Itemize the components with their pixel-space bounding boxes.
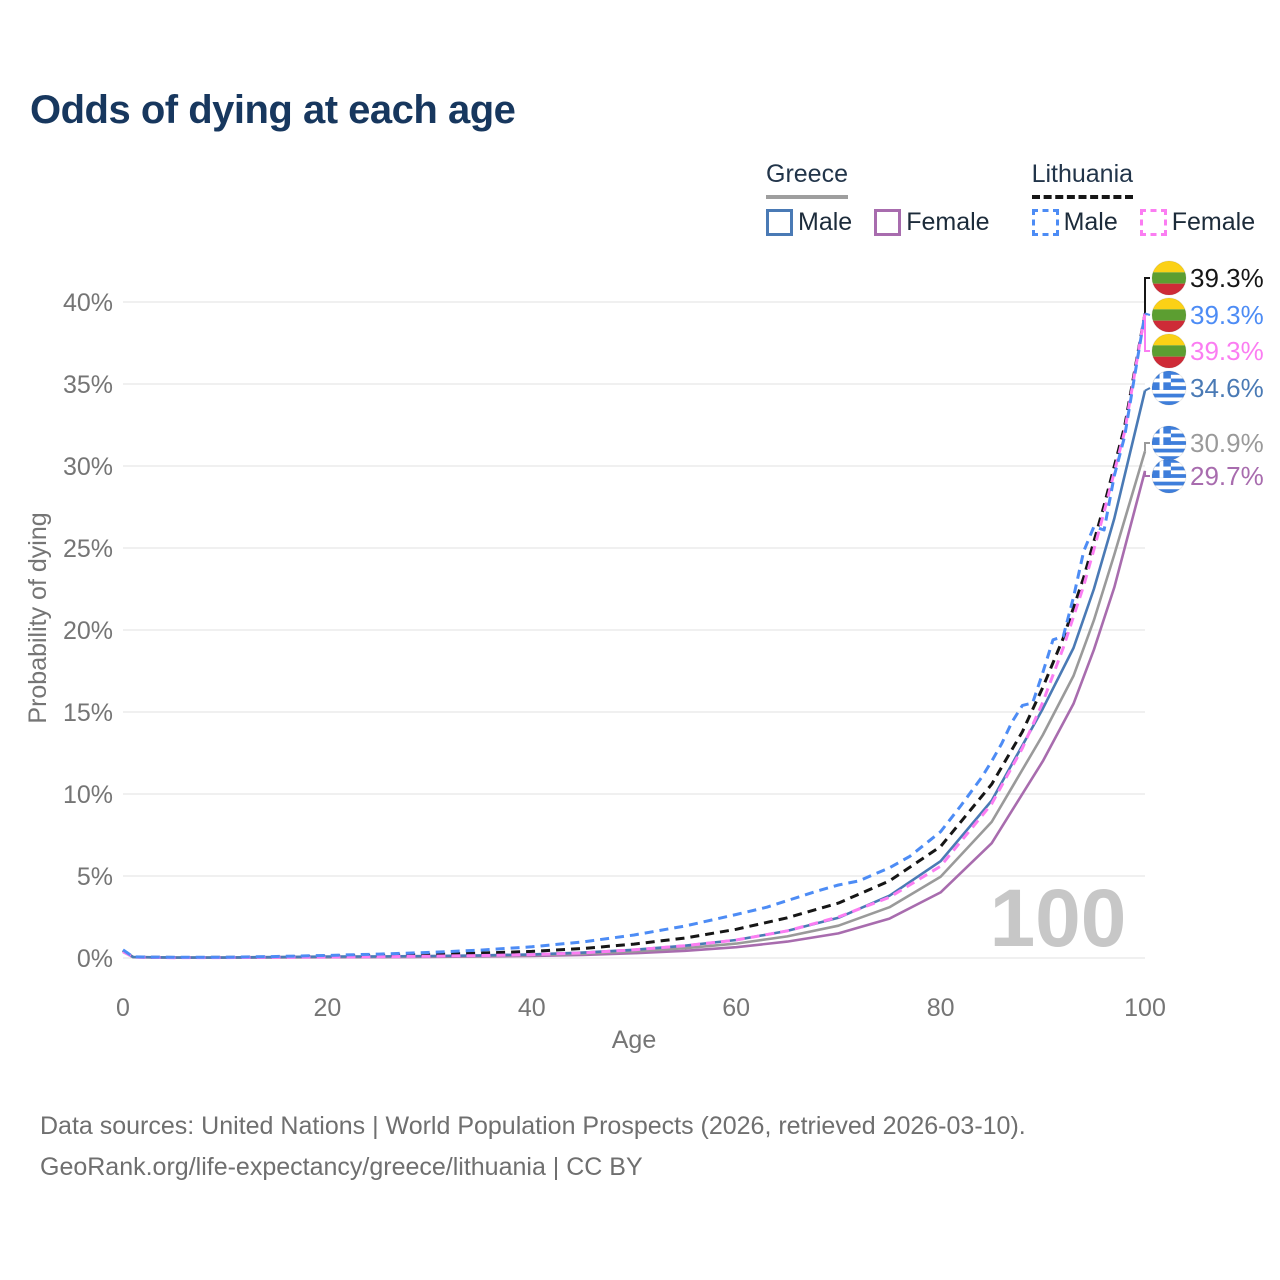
greece-female-end-value: 29.7% bbox=[1190, 461, 1264, 491]
end-label-layer: 29.7%30.9% 34.6% 39.3% 39.3% 39.3% bbox=[1144, 260, 1264, 494]
lithuania-total-label-connector bbox=[1144, 277, 1150, 314]
lithuania-female-label-connector bbox=[1144, 313, 1150, 352]
y-tick-label: 5% bbox=[77, 863, 113, 891]
greece-male-label-connector bbox=[1144, 387, 1151, 392]
y-tick-label: 40% bbox=[63, 289, 113, 317]
greece-flag-icon bbox=[1151, 425, 1187, 461]
greece-total-label-connector bbox=[1144, 442, 1150, 452]
legend-group-lithuania: Lithuania Male Female bbox=[1031, 160, 1256, 237]
axis-layer: Age Probability of dying bbox=[24, 512, 656, 1054]
greece-female-label-connector bbox=[1144, 470, 1150, 477]
legend-group-greece: Greece Male Female bbox=[766, 160, 990, 237]
x-axis-title: Age bbox=[612, 1026, 656, 1054]
lithuania-flag-icon bbox=[1151, 297, 1187, 333]
legend-country-lithuania: Lithuania bbox=[1031, 160, 1134, 199]
chart-title: Odds of dying at each age bbox=[30, 88, 516, 132]
x-tick-label: 20 bbox=[313, 994, 341, 1022]
lithuania-flag-icon bbox=[1151, 260, 1187, 296]
greece-male-line bbox=[122, 390, 1147, 959]
lithuania-male-end-value: 39.3% bbox=[1190, 300, 1264, 330]
greece-total-end-value: 30.9% bbox=[1190, 428, 1264, 458]
legend-label: Male bbox=[798, 208, 853, 236]
grid-layer: 0% 5% 10% 15% 20% 25% 30% 35% 40% 0 20 40 60 80 100 bbox=[63, 289, 1166, 1022]
greece-female-swatch-icon bbox=[874, 209, 902, 236]
y-tick-label: 35% bbox=[63, 371, 113, 399]
greece-flag-icon bbox=[1151, 458, 1187, 494]
greece-male-end-value: 34.6% bbox=[1190, 373, 1264, 403]
series-layer bbox=[122, 313, 1147, 960]
data-sources-line: Data sources: United Nations | World Pop… bbox=[40, 1112, 1026, 1140]
legend-country-greece: Greece bbox=[766, 160, 848, 199]
y-tick-label: 15% bbox=[63, 699, 113, 727]
lithuania-female-end-value: 39.3% bbox=[1190, 336, 1264, 366]
y-tick-label: 30% bbox=[63, 453, 113, 481]
legend: Greece Male Female Lithuania Male bbox=[766, 160, 1255, 237]
lithuania-flag-icon bbox=[1151, 333, 1187, 369]
lithuania-male-line bbox=[122, 313, 1147, 959]
x-tick-label: 60 bbox=[722, 994, 750, 1022]
plot-area[interactable] bbox=[123, 270, 1145, 958]
legend-item-lithuania-male[interactable]: Male bbox=[1031, 208, 1118, 237]
greece-flag-icon bbox=[1151, 370, 1187, 406]
x-tick-label: 80 bbox=[927, 994, 955, 1022]
y-axis-title: Probability of dying bbox=[24, 512, 52, 723]
legend-item-greece-female[interactable]: Female bbox=[874, 208, 990, 237]
lithuania-male-label-connector bbox=[1144, 312, 1151, 316]
lithuania-male-swatch-icon bbox=[1031, 209, 1059, 236]
greece-male-swatch-icon bbox=[766, 209, 793, 236]
y-tick-label: 25% bbox=[63, 535, 113, 563]
x-tick-label: 40 bbox=[518, 994, 546, 1022]
y-tick-label: 0% bbox=[77, 945, 113, 973]
legend-item-greece-male[interactable]: Male bbox=[766, 208, 852, 237]
legend-label: Female bbox=[1171, 208, 1256, 236]
y-tick-label: 20% bbox=[63, 617, 113, 645]
age-hover-indicator: 100 bbox=[990, 873, 1127, 964]
attribution-line: GeoRank.org/life-expectancy/greece/lithu… bbox=[40, 1153, 643, 1181]
legend-label: Female bbox=[906, 208, 990, 236]
lithuania-total-end-value: 39.3% bbox=[1190, 263, 1264, 293]
x-tick-label: 100 bbox=[1124, 994, 1166, 1022]
y-tick-label: 10% bbox=[63, 781, 113, 809]
x-tick-label: 0 bbox=[116, 994, 130, 1022]
footer: Data sources: United Nations | World Pop… bbox=[40, 1106, 1026, 1188]
legend-label: Male bbox=[1063, 208, 1118, 236]
legend-item-lithuania-female[interactable]: Female bbox=[1139, 208, 1256, 237]
lithuania-female-swatch-icon bbox=[1139, 209, 1167, 236]
